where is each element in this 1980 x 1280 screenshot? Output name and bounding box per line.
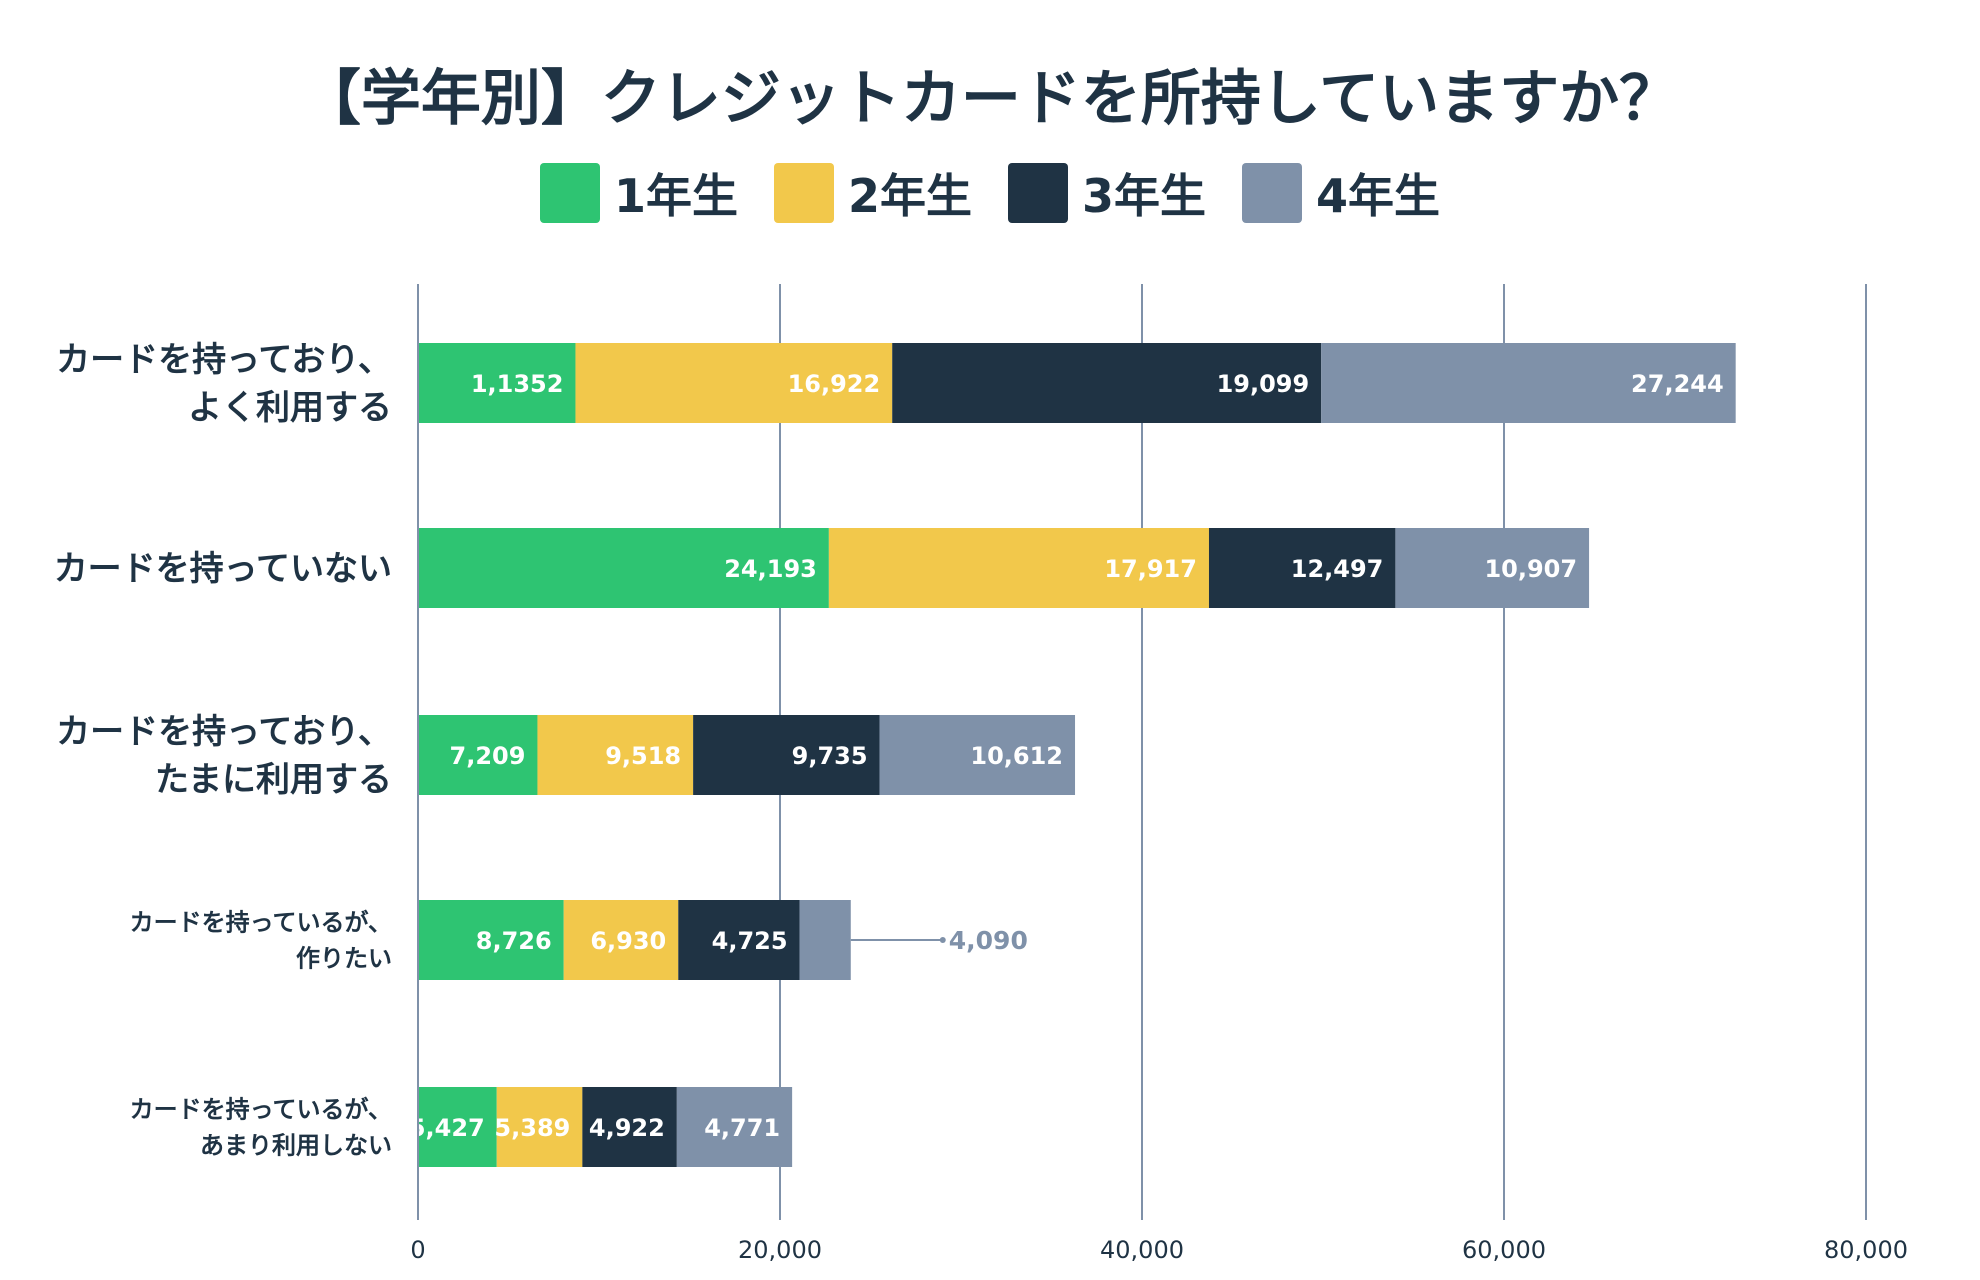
bar-segment [537, 715, 694, 795]
bar-segment [418, 1087, 497, 1167]
x-tick-label: 80,000 [1824, 1236, 1908, 1264]
data-label: 5,427 [409, 1114, 485, 1142]
data-label: 10,612 [970, 742, 1063, 770]
x-tick-label: 0 [410, 1236, 425, 1264]
bar-segment [1321, 343, 1736, 423]
bar-segment [828, 528, 1209, 608]
bar-segment [1395, 528, 1590, 608]
category-label-line: よく利用する [188, 388, 392, 428]
bar-segment [418, 715, 538, 795]
data-label: 16,922 [788, 370, 881, 398]
data-label: 19,099 [1217, 370, 1310, 398]
data-label: 7,209 [450, 742, 526, 770]
bar-segment [678, 900, 800, 980]
category-label: カードを持っているが、あまり利用しない [130, 1096, 392, 1160]
data-label: 9,518 [605, 742, 681, 770]
bar-segment [418, 528, 829, 608]
legend-item: 1年生 [539, 160, 738, 226]
legend: 1年生 2年生 3年生 4年生 [0, 160, 1980, 226]
data-label: 27,244 [1631, 370, 1724, 398]
data-label: 5,389 [494, 1114, 570, 1142]
category-label: カードを持っているが、作りたい [130, 909, 392, 973]
legend-label: 3年生 [1082, 169, 1207, 223]
category-label-line: カードを持っていない [54, 549, 392, 589]
bar-segment [799, 900, 851, 980]
legend-swatch [1008, 163, 1068, 223]
data-label: 4,771 [704, 1114, 780, 1142]
data-label: 4,090 [949, 926, 1028, 955]
legend-label: 1年生 [613, 169, 738, 223]
category-label-line: カードを持っており、 [56, 712, 392, 752]
bar-segment [575, 343, 893, 423]
category-label: カードを持っており、たまに利用する [56, 712, 392, 800]
bar-segment [563, 900, 679, 980]
data-label: 24,193 [724, 555, 817, 583]
x-tick-label: 40,000 [1100, 1236, 1184, 1264]
x-tick-label: 20,000 [738, 1236, 822, 1264]
bar-segment [892, 343, 1322, 423]
data-label: 8,726 [476, 927, 552, 955]
category-label-line: あまり利用しない [200, 1132, 392, 1160]
bar-segment [496, 1087, 583, 1167]
callout-dot [939, 937, 946, 943]
category-label-line: たまに利用する [155, 760, 392, 800]
bar-segment [879, 715, 1076, 795]
category-label: カードを持っていない [54, 549, 392, 589]
legend-label: 4年生 [1316, 169, 1441, 223]
legend-swatch [539, 163, 600, 223]
legend-item: 4年生 [1242, 160, 1440, 226]
data-label: 12,497 [1291, 555, 1384, 583]
x-tick-label: 60,000 [1462, 1236, 1546, 1264]
legend-item: 2年生 [773, 160, 972, 226]
data-label: 6,930 [590, 927, 666, 955]
data-label: 1,1352 [471, 370, 564, 398]
bar-segment [693, 715, 880, 795]
data-label: 4,922 [589, 1114, 665, 1142]
category-label: カードを持っており、よく利用する [56, 340, 392, 428]
legend-label: 2年生 [847, 169, 972, 223]
legend-swatch [1242, 163, 1303, 223]
data-label: 4,725 [712, 927, 788, 955]
category-label-line: カードを持っているが、 [130, 909, 392, 937]
chart-title: 【学年別】クレジットカードを所持していますか？ [300, 64, 1680, 134]
data-label: 17,917 [1104, 555, 1197, 583]
bar-segment [676, 1087, 793, 1167]
bar-segment [418, 900, 564, 980]
category-label-line: 作りたい [296, 945, 392, 973]
bar-segment [582, 1087, 677, 1167]
data-label: 9,735 [792, 742, 868, 770]
bar-segment [418, 343, 576, 423]
category-label-line: カードを持っており、 [56, 340, 392, 380]
category-label-line: カードを持っているが、 [130, 1096, 392, 1124]
data-label: 10,907 [1484, 555, 1577, 583]
legend-item: 3年生 [1008, 160, 1206, 226]
legend-swatch [773, 163, 834, 223]
bar-segment [1208, 528, 1396, 608]
